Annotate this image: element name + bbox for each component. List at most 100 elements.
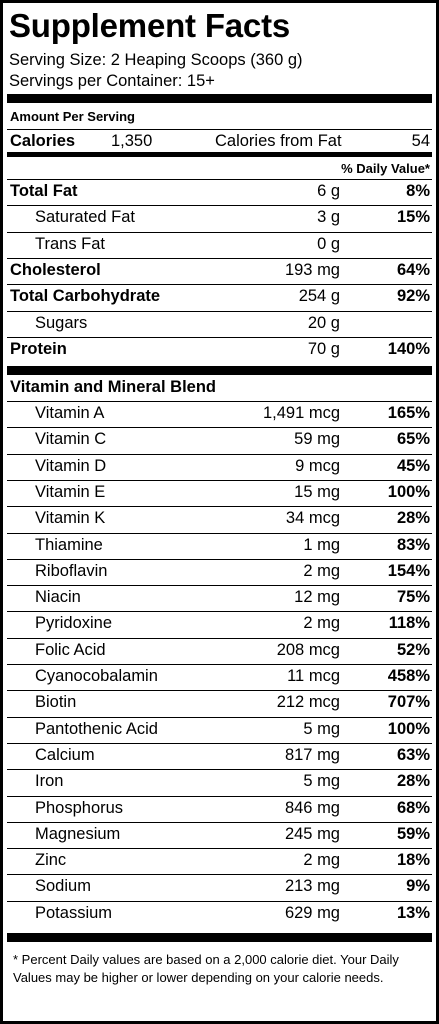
- nutrient-name: Biotin: [35, 693, 77, 712]
- daily-value-percent: 28%: [396, 772, 430, 791]
- nutrient-name: Thiamine: [35, 535, 103, 554]
- vitamin-row: Folic Acid 208 mcg 52%: [7, 638, 432, 664]
- nutrient-name: Folic Acid: [35, 640, 106, 659]
- daily-value-percent: 9%: [406, 877, 430, 896]
- vitamin-row: Calcium 817 mg 63%: [7, 743, 432, 769]
- nutrient-amount: 3 g: [317, 208, 340, 227]
- amount-per-serving-label: Amount Per Serving: [10, 109, 135, 124]
- daily-value-percent: 15%: [396, 208, 430, 227]
- blend-title-row: Vitamin and Mineral Blend: [7, 375, 432, 401]
- panel-title: Supplement Facts: [9, 7, 291, 44]
- nutrient-name: Vitamin C: [35, 430, 107, 449]
- thick-divider-bottom: [7, 933, 432, 942]
- daily-value-percent: 707%: [387, 693, 430, 712]
- vitamin-row: Riboflavin 2 mg 154%: [7, 559, 432, 585]
- nutrient-name: Calcium: [35, 745, 95, 764]
- divider: [7, 506, 432, 508]
- daily-value-percent: 165%: [387, 404, 430, 422]
- divider: [7, 284, 432, 286]
- macro-row: Total Carbohydrate 254 g 92%: [7, 284, 432, 310]
- divider: [7, 637, 432, 639]
- divider: [7, 742, 432, 744]
- divider: [7, 479, 432, 481]
- vitamin-row: Sodium 213 mg 9%: [7, 874, 432, 900]
- daily-value-percent: 28%: [396, 509, 430, 528]
- vitamin-row: Zinc 2 mg 18%: [7, 848, 432, 874]
- nutrient-name: Vitamin E: [35, 482, 106, 501]
- nutrient-amount: 208 mcg: [276, 640, 340, 659]
- nutrient-amount: 1,491 mcg: [262, 404, 340, 422]
- nutrient-amount: 15 mg: [294, 482, 340, 501]
- divider: [7, 427, 432, 429]
- divider: [7, 205, 432, 207]
- nutrient-amount: 70 g: [307, 339, 340, 358]
- divider: [7, 848, 432, 850]
- amount-per-serving-row: Amount Per Serving: [7, 103, 432, 129]
- divider: [7, 310, 432, 312]
- vitamin-row: Magnesium 245 mg 59%: [7, 822, 432, 848]
- vitamin-row: Vitamin K 34 mcg 28%: [7, 506, 432, 532]
- divider: [7, 769, 432, 771]
- divider: [7, 179, 432, 180]
- vitamin-row: Pantothenic Acid 5 mg 100%: [7, 717, 432, 743]
- nutrient-amount: 2 mg: [303, 561, 340, 580]
- vitamin-row: Vitamin E 15 mg 100%: [7, 480, 432, 506]
- calories-label: Calories: [10, 132, 76, 150]
- macro-row: Trans Fat 0 g: [7, 232, 432, 258]
- vitamin-row: Niacin 12 mg 75%: [7, 585, 432, 611]
- nutrient-name: Magnesium: [35, 824, 121, 843]
- nutrient-name: Vitamin K: [35, 509, 106, 528]
- daily-value-header: % Daily Value*: [341, 161, 430, 176]
- vitamin-row: Biotin 212 mcg 707%: [7, 690, 432, 716]
- nutrient-amount: 12 mg: [294, 588, 340, 607]
- divider: [7, 585, 432, 587]
- nutrient-name: Sodium: [35, 877, 91, 896]
- divider: [7, 453, 432, 455]
- vitamin-row: Cyanocobalamin 11 mcg 458%: [7, 664, 432, 690]
- daily-value-percent: 458%: [387, 667, 430, 685]
- daily-value-percent: 83%: [396, 535, 430, 554]
- daily-value-percent: 75%: [396, 588, 430, 607]
- divider: [7, 558, 432, 560]
- daily-value-percent: 18%: [396, 851, 430, 870]
- nutrient-amount: 6 g: [317, 182, 340, 200]
- nutrient-name: Pyridoxine: [35, 614, 113, 633]
- daily-value-percent: 63%: [396, 745, 430, 764]
- daily-value-percent: 64%: [396, 260, 430, 279]
- divider: [7, 611, 432, 613]
- nutrient-amount: 5 mg: [303, 719, 340, 738]
- divider: [7, 874, 432, 876]
- nutrient-name: Pantothenic Acid: [35, 719, 158, 738]
- thick-divider-middle: [7, 366, 432, 375]
- nutrient-amount: 20 g: [307, 313, 340, 332]
- daily-value-percent: 65%: [396, 430, 430, 449]
- nutrient-name: Cyanocobalamin: [35, 667, 158, 685]
- macro-row: Sugars 20 g: [7, 311, 432, 337]
- nutrient-amount: 817 mg: [284, 745, 340, 764]
- nutrient-amount: 2 mg: [303, 851, 340, 870]
- calories-from-fat-label: Calories from Fat: [215, 132, 342, 150]
- nutrient-amount: 0 g: [317, 234, 340, 253]
- nutrient-name: Protein: [10, 339, 67, 358]
- divider: [7, 690, 432, 692]
- calories-value: 1,350: [111, 132, 153, 150]
- daily-value-percent: 8%: [406, 182, 430, 200]
- daily-value-percent: 100%: [387, 719, 430, 738]
- nutrient-amount: 9 mcg: [295, 456, 340, 475]
- nutrient-name: Niacin: [35, 588, 81, 607]
- nutrient-name: Total Fat: [10, 182, 78, 200]
- daily-value-percent: 118%: [388, 614, 430, 633]
- divider: [7, 129, 432, 130]
- nutrient-amount: 1 mg: [303, 535, 340, 554]
- daily-value-percent: 13%: [396, 903, 430, 922]
- nutrient-amount: 11 mcg: [287, 667, 340, 685]
- medium-divider: [7, 152, 432, 157]
- nutrient-name: Potassium: [35, 903, 113, 922]
- thick-divider-top: [7, 94, 432, 103]
- nutrient-amount: 629 mg: [284, 903, 340, 922]
- nutrient-amount: 5 mg: [303, 772, 340, 791]
- nutrient-name: Sugars: [35, 313, 88, 332]
- divider: [7, 401, 432, 402]
- serving-size: Serving Size: 2 Heaping Scoops (360 g): [9, 51, 303, 69]
